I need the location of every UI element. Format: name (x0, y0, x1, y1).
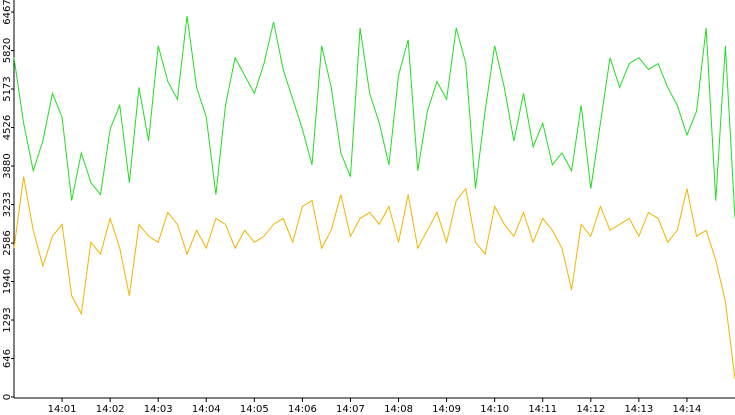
x-tick-label: 14:13 (624, 404, 653, 415)
x-tick-label: 14:06 (288, 404, 317, 415)
x-tick-label: 14:12 (576, 404, 605, 415)
x-tick-label: 14:11 (528, 404, 557, 415)
y-tick-label: 1293 (2, 307, 13, 332)
y-tick-label: 5173 (2, 76, 13, 101)
x-tick-label: 14:14 (673, 404, 702, 415)
y-tick-label: 0 (2, 394, 13, 400)
x-tick-label: 14:07 (336, 404, 365, 415)
y-tick-label: 646 (2, 349, 13, 368)
y-tick-label: 2586 (2, 230, 13, 255)
y-tick-label: 3880 (2, 153, 13, 178)
x-tick-label: 14:08 (384, 404, 413, 415)
series-line (13, 15, 735, 219)
x-tick-label: 14:04 (192, 404, 221, 415)
x-tick-label: 14:03 (144, 404, 173, 415)
y-tick-label: 5820 (2, 38, 13, 63)
x-tick-label: 14:10 (480, 404, 509, 415)
series-line (13, 176, 735, 380)
y-tick-label: 4526 (2, 115, 13, 140)
y-tick-label: 6467 (2, 0, 13, 25)
x-tick-label: 14:02 (96, 404, 125, 415)
x-tick-label: 14:09 (432, 404, 461, 415)
y-tick-label: 3233 (2, 192, 13, 217)
x-tick-label: 14:05 (240, 404, 269, 415)
x-tick-label: 14:01 (48, 404, 77, 415)
y-tick-label: 1940 (2, 269, 13, 294)
